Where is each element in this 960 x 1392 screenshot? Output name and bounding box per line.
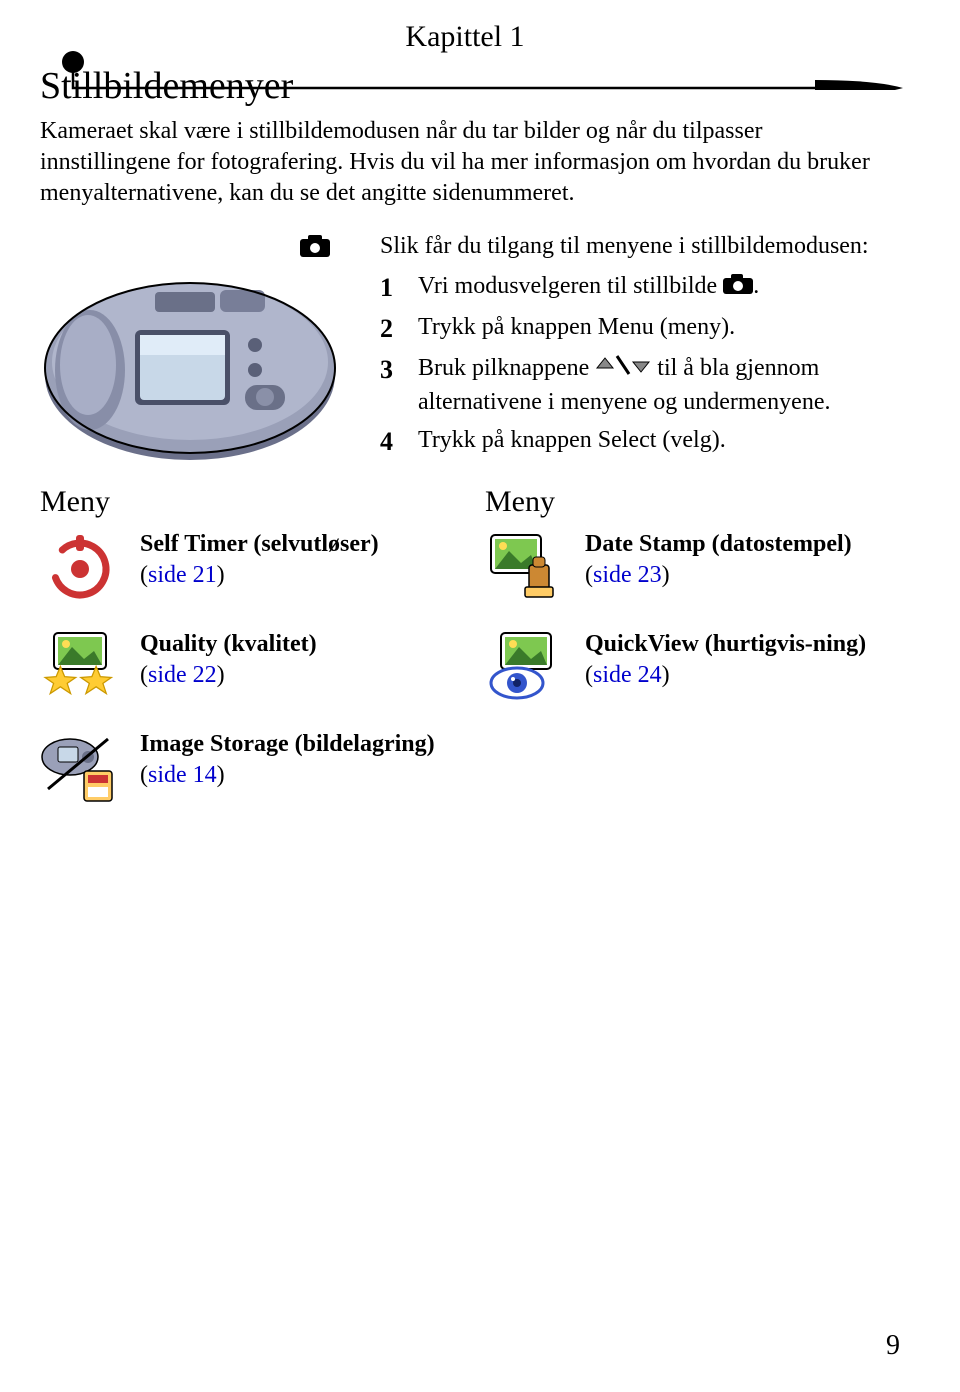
menu-heading-left: Meny bbox=[40, 485, 445, 519]
step-text-suffix: . bbox=[753, 273, 759, 299]
menu-title: Image Storage (bildelagring) bbox=[140, 731, 435, 757]
page-link[interactable]: side 14 bbox=[148, 762, 217, 788]
image-storage-icon bbox=[40, 729, 120, 799]
step-number: 3 bbox=[380, 352, 400, 387]
menu-title: Quality (kvalitet) bbox=[140, 631, 317, 657]
page-link[interactable]: side 21 bbox=[148, 562, 217, 588]
menu-item-quality: Quality (kvalitet) (side 22) bbox=[40, 629, 445, 699]
page-ref-prefix: ( bbox=[585, 562, 593, 588]
step-text: Trykk på knappen Select (velg). bbox=[418, 424, 890, 456]
arrow-up-down-icon bbox=[595, 353, 651, 385]
menu-item-self-timer: Self Timer (selvutløser) (side 21) bbox=[40, 529, 445, 599]
page-link[interactable]: side 23 bbox=[593, 562, 662, 588]
quality-icon bbox=[40, 629, 120, 699]
step-3: 3 Bruk pilknappene til å bla gjennom alt… bbox=[380, 352, 890, 418]
quickview-icon bbox=[485, 629, 565, 699]
page-ref-suffix: ) bbox=[217, 562, 225, 588]
menu-item-date-stamp: Date Stamp (datostempel) (side 23) bbox=[485, 529, 890, 599]
intro-paragraph: Kameraet skal være i stillbildemodusen n… bbox=[40, 116, 890, 210]
step-text: Vri modusvelgeren til stillbilde bbox=[418, 273, 723, 299]
page-ref-prefix: ( bbox=[140, 762, 148, 788]
page-ref-suffix: ) bbox=[217, 762, 225, 788]
chapter-label: Kapittel 1 bbox=[40, 20, 890, 54]
date-stamp-icon bbox=[485, 529, 565, 599]
section-title: Stillbildemenyer bbox=[40, 64, 890, 108]
page-link[interactable]: side 22 bbox=[148, 662, 217, 688]
step-4: 4 Trykk på knappen Select (velg). bbox=[380, 424, 890, 459]
menu-heading-right: Meny bbox=[485, 485, 890, 519]
step-text: Trykk på knappen Menu (meny). bbox=[418, 311, 890, 343]
page-ref-suffix: ) bbox=[662, 562, 670, 588]
page-ref-suffix: ) bbox=[662, 662, 670, 688]
camera-illustration bbox=[40, 230, 360, 475]
step-number: 4 bbox=[380, 424, 400, 459]
step-text: Bruk pilknappene bbox=[418, 355, 595, 381]
step-number: 1 bbox=[380, 270, 400, 305]
page-ref-suffix: ) bbox=[217, 662, 225, 688]
menu-item-quickview: QuickView (hurtigvis-ning) (side 24) bbox=[485, 629, 890, 699]
page-ref-prefix: ( bbox=[140, 562, 148, 588]
step-number: 2 bbox=[380, 311, 400, 346]
step-1: 1 Vri modusvelgeren til stillbilde . bbox=[380, 270, 890, 305]
menu-title: Date Stamp (datostempel) bbox=[585, 531, 852, 557]
menu-title: QuickView (hurtigvis-ning) bbox=[585, 631, 866, 657]
menu-title: Self Timer (selvutløser) bbox=[140, 531, 379, 557]
steps-intro: Slik får du tilgang til menyene i stillb… bbox=[380, 230, 890, 262]
page-number: 9 bbox=[886, 1330, 900, 1362]
step-2: 2 Trykk på knappen Menu (meny). bbox=[380, 311, 890, 346]
menu-item-image-storage: Image Storage (bildelagring) (side 14) bbox=[40, 729, 445, 799]
camera-mode-icon bbox=[723, 271, 753, 303]
self-timer-icon bbox=[40, 529, 120, 599]
page-link[interactable]: side 24 bbox=[593, 662, 662, 688]
page-ref-prefix: ( bbox=[140, 662, 148, 688]
page-ref-prefix: ( bbox=[585, 662, 593, 688]
